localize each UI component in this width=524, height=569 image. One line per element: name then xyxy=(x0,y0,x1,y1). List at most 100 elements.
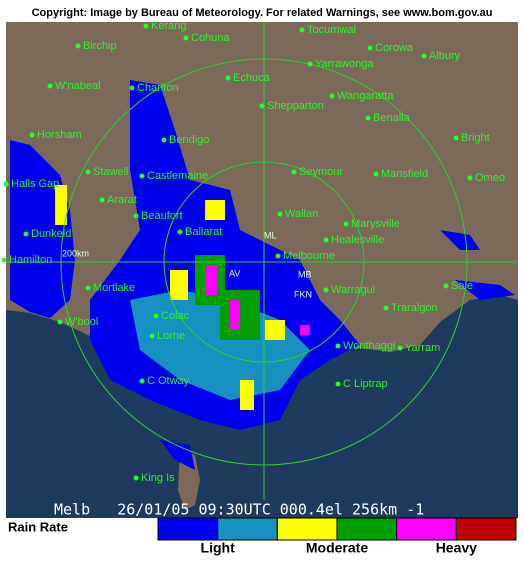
radar-mark: 200km xyxy=(62,248,89,258)
town-dot xyxy=(139,173,145,179)
town-label: Halls Gap xyxy=(11,178,59,190)
town-label: Traralgon xyxy=(391,302,438,314)
town-label: Wallan xyxy=(285,208,318,220)
town-label: W'bool xyxy=(65,316,98,328)
town-dot xyxy=(139,378,145,384)
town-label: Corowa xyxy=(375,42,414,54)
town-label: Beaufort xyxy=(141,210,183,222)
rain-area xyxy=(440,230,480,250)
rain xyxy=(10,80,515,470)
town-dot xyxy=(323,237,329,243)
town-dot xyxy=(161,137,167,143)
town-label: Seymour xyxy=(299,166,343,178)
town-dot xyxy=(1,257,7,263)
town-label: Omeo xyxy=(475,172,505,184)
town-dot xyxy=(299,27,305,33)
town-label: Bendigo xyxy=(169,134,209,146)
town-label: Wangaratta xyxy=(337,90,394,102)
town-dot xyxy=(129,85,135,91)
rain-cell xyxy=(240,380,254,410)
rain-area xyxy=(130,290,310,400)
rain-cell xyxy=(230,300,240,330)
town-labels: Kerang Cohuna Tocumwal Corowa Albury Birchip E… xyxy=(1,20,505,484)
town-dot xyxy=(3,181,9,187)
town-label: Mortlake xyxy=(93,282,135,294)
town-label: Bright xyxy=(461,132,490,144)
town-label: Yarram xyxy=(405,342,440,354)
town-dot xyxy=(133,475,139,481)
town-label: Warragul xyxy=(331,284,375,296)
town-label: Charlton xyxy=(137,82,179,94)
town-dot xyxy=(421,53,427,59)
radar-marks: ML AV MB FKN 200km xyxy=(62,230,312,299)
town-dot xyxy=(23,231,29,237)
town-dot xyxy=(323,287,329,293)
town-label: Hamilton xyxy=(9,254,52,266)
range-rings xyxy=(6,22,518,500)
status-bar: Melb 26/01/05 09:30UTC 000.4el 256km -1 xyxy=(54,501,424,519)
legend-swatch xyxy=(455,517,517,541)
copyright: Copyright: Image by Bureau of Meteorolog… xyxy=(32,7,493,19)
town-dot xyxy=(397,345,403,351)
town-label: Stawell xyxy=(93,166,128,178)
rain-cell xyxy=(300,325,310,335)
town-dot xyxy=(453,135,459,141)
legend-swatch xyxy=(217,517,278,541)
legend-label: Heavy xyxy=(436,540,477,556)
town-dot xyxy=(259,103,265,109)
town-dot xyxy=(153,313,159,319)
town-label: Melbourne xyxy=(283,250,335,262)
town-dot xyxy=(335,381,341,387)
legend-swatch xyxy=(396,517,457,541)
rain-area xyxy=(455,280,515,300)
town-label: Tocumwal xyxy=(307,24,356,36)
town-label: Dunkeld xyxy=(31,228,71,240)
town-dot xyxy=(329,93,335,99)
town-label: Ararat xyxy=(107,194,137,206)
town-dot xyxy=(133,213,139,219)
town-dot xyxy=(467,175,473,181)
rain-area xyxy=(160,440,195,470)
town-dot xyxy=(85,285,91,291)
town-dot xyxy=(47,83,53,89)
town-dot xyxy=(177,229,183,235)
town-dot xyxy=(99,197,105,203)
town-dot xyxy=(183,35,189,41)
town-label: Birchip xyxy=(83,40,117,52)
rain-cell xyxy=(265,320,285,340)
town-dot xyxy=(29,132,35,138)
town-label: Ballarat xyxy=(185,226,222,238)
legend-swatch xyxy=(276,517,338,541)
town-dot xyxy=(149,333,155,339)
town-dot xyxy=(443,283,449,289)
town-dot xyxy=(343,221,349,227)
town-label: Horsham xyxy=(37,129,82,141)
town-label: W'nabeal xyxy=(55,80,101,92)
radar-mark: AV xyxy=(229,268,240,278)
radar-mark: FKN xyxy=(294,289,312,299)
town-label: Wonthaggi xyxy=(343,340,395,352)
town-dot xyxy=(383,305,389,311)
town-label: C Otway xyxy=(147,375,190,387)
town-dot xyxy=(57,319,63,325)
king-island xyxy=(178,450,200,510)
rain-cell xyxy=(170,270,188,300)
town-dot xyxy=(277,211,283,217)
town-label: C Liptrap xyxy=(343,378,388,390)
legend: Light Moderate Heavy xyxy=(157,517,517,556)
town-label: Castlemaine xyxy=(147,170,208,182)
town-dot xyxy=(85,169,91,175)
town-label: Healesville xyxy=(331,234,384,246)
rain-cell xyxy=(55,185,67,225)
town-dot xyxy=(75,43,81,49)
town-label: Albury xyxy=(429,50,461,62)
town-label: Lorne xyxy=(157,330,185,342)
town-label: Cohuna xyxy=(191,32,230,44)
radar-mark: MB xyxy=(298,269,312,279)
town-dot xyxy=(365,115,371,121)
town-label: Shepparton xyxy=(267,100,324,112)
town-dot xyxy=(335,343,341,349)
rain-cell xyxy=(205,265,217,295)
